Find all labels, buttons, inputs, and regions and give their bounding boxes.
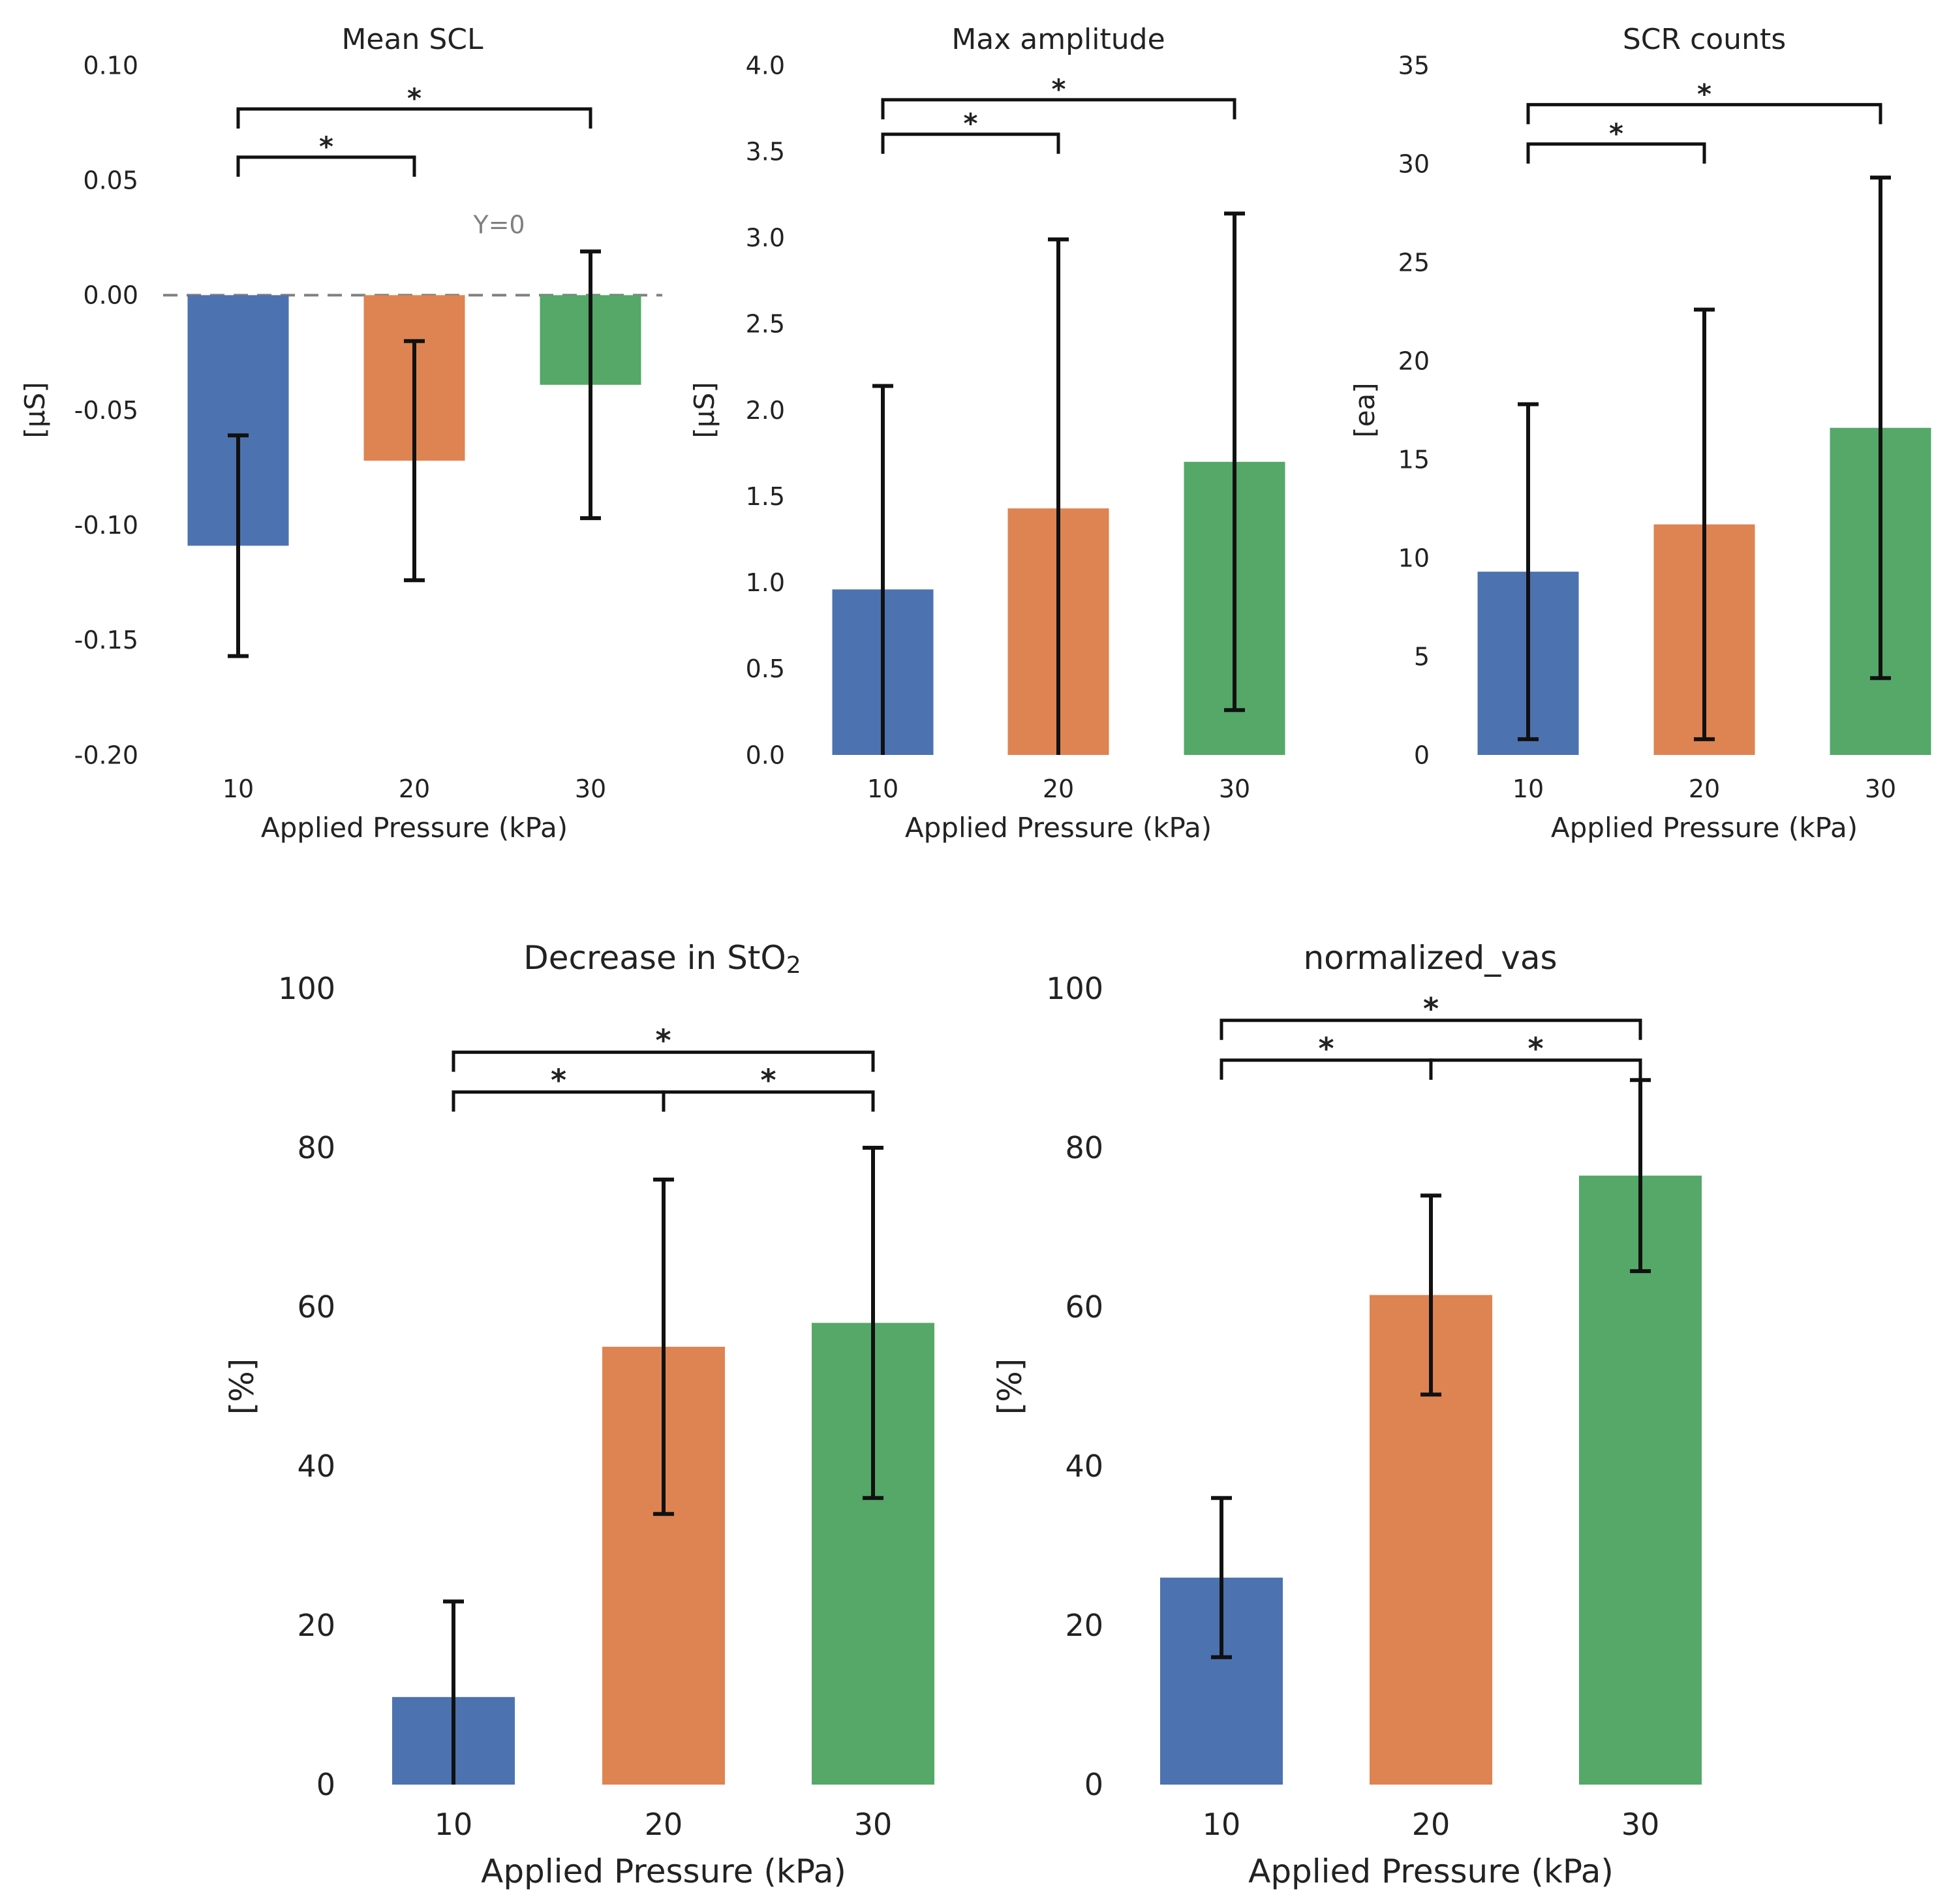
y-tick-label: 2.0 xyxy=(746,396,785,425)
x-tick-label: 20 xyxy=(1412,1807,1450,1842)
y-tick-label: 3.0 xyxy=(746,224,785,253)
x-tick-label: 20 xyxy=(1689,775,1720,803)
significance-bracket xyxy=(452,1051,875,1072)
chart-title: Mean SCL xyxy=(341,23,483,56)
y-tick-label: -0.05 xyxy=(74,396,138,425)
x-tick-label: 20 xyxy=(399,775,430,803)
x-axis-label: Applied Pressure (kPa) xyxy=(1551,812,1858,844)
y-tick-label: 0 xyxy=(1414,741,1430,769)
x-tick-label: 10 xyxy=(435,1807,473,1842)
y-tick-label: 0.5 xyxy=(746,654,785,683)
x-tick-label: 10 xyxy=(223,775,254,803)
significance-bracket xyxy=(881,98,1236,119)
x-axis-label: Applied Pressure (kPa) xyxy=(481,1852,846,1890)
significance-star: * xyxy=(655,1023,671,1058)
x-tick-label: 30 xyxy=(1865,775,1896,803)
significance-star: * xyxy=(1697,78,1711,110)
y-tick-label: 2.5 xyxy=(746,310,785,339)
significance-bracket xyxy=(1526,142,1706,164)
x-tick-label: 20 xyxy=(1043,775,1074,803)
y-tick-label: 80 xyxy=(297,1130,335,1165)
significance-star: * xyxy=(319,131,333,162)
significance-bracket xyxy=(881,132,1060,154)
significance-star: * xyxy=(551,1063,566,1098)
significance-star: * xyxy=(1609,117,1623,149)
y-tick-label: 100 xyxy=(278,971,335,1006)
x-tick-label: 10 xyxy=(1512,775,1544,803)
x-axis-label: Applied Pressure (kPa) xyxy=(261,812,568,844)
y-tick-label: 40 xyxy=(1065,1449,1103,1484)
y-tick-label: 10 xyxy=(1398,544,1430,572)
y-tick-label: 20 xyxy=(1065,1608,1103,1643)
chart-title: SCR counts xyxy=(1623,23,1786,56)
y-tick-label: 0.00 xyxy=(83,281,138,310)
bar xyxy=(1579,1175,1702,1785)
significance-star: * xyxy=(760,1063,776,1098)
zero-line-label: Y=0 xyxy=(472,210,525,239)
significance-bracket xyxy=(236,107,592,129)
y-tick-label: 0 xyxy=(316,1767,335,1802)
significance-star: * xyxy=(1052,73,1066,105)
significance-star: * xyxy=(1318,1031,1334,1066)
chart-title: Decrease in StO2 xyxy=(523,939,801,979)
x-axis-label: Applied Pressure (kPa) xyxy=(1248,1852,1614,1890)
y-tick-label: 0.10 xyxy=(83,51,138,80)
x-tick-label: 30 xyxy=(1621,1807,1660,1842)
significance-bracket xyxy=(1429,1058,1642,1080)
x-tick-label: 30 xyxy=(1219,775,1250,803)
y-tick-label: 30 xyxy=(1398,149,1430,178)
significance-bracket xyxy=(662,1090,875,1112)
y-tick-label: 100 xyxy=(1046,971,1103,1006)
chart-title: Max amplitude xyxy=(951,23,1165,56)
y-tick-label: 80 xyxy=(1065,1130,1103,1165)
x-tick-label: 30 xyxy=(575,775,606,803)
y-axis-label: [%] xyxy=(223,1359,261,1415)
y-tick-label: 5 xyxy=(1414,642,1430,671)
x-tick-label: 10 xyxy=(1203,1807,1241,1842)
y-axis-label: [%] xyxy=(991,1359,1029,1415)
significance-bracket xyxy=(1526,102,1882,125)
y-tick-label: 1.0 xyxy=(746,568,785,597)
x-tick-label: 10 xyxy=(867,775,898,803)
y-tick-label: 15 xyxy=(1398,445,1430,474)
x-tick-label: 30 xyxy=(854,1807,893,1842)
significance-star: * xyxy=(407,82,422,114)
y-tick-label: 25 xyxy=(1398,248,1430,277)
y-tick-label: 20 xyxy=(297,1608,335,1643)
y-tick-label: 3.5 xyxy=(746,137,785,166)
y-tick-label: 35 xyxy=(1398,51,1430,80)
significance-star: * xyxy=(964,108,978,140)
significance-star: * xyxy=(1423,991,1439,1026)
x-tick-label: 20 xyxy=(645,1807,683,1842)
y-tick-label: 60 xyxy=(297,1289,335,1325)
y-tick-label: 40 xyxy=(297,1449,335,1484)
panel-decrease_sto2: Decrease in StO2 0 20 40 60 80 100 [%] * * * 10 20 30… xyxy=(223,939,934,1890)
significance-bracket xyxy=(236,155,416,177)
y-tick-label: -0.10 xyxy=(74,511,138,540)
significance-bracket xyxy=(1220,1019,1642,1040)
x-axis-label: Applied Pressure (kPa) xyxy=(905,812,1212,844)
y-tick-label: 0.0 xyxy=(746,741,785,769)
y-axis-label: [μS] xyxy=(688,382,720,438)
y-axis-label: [μS] xyxy=(19,382,51,438)
y-tick-label: 60 xyxy=(1065,1289,1103,1325)
significance-star: * xyxy=(1527,1031,1543,1066)
y-tick-label: 20 xyxy=(1398,346,1430,375)
panel-normalized_vas: normalized_vas 0 20 40 60 80 100 [%] * * * 10 20 30Ap… xyxy=(991,939,1702,1890)
y-tick-label: 1.5 xyxy=(746,482,785,511)
y-tick-label: -0.15 xyxy=(74,626,138,654)
chart-title-subscript: 2 xyxy=(786,952,801,979)
y-tick-label: 4.0 xyxy=(746,51,785,80)
y-tick-label: 0.05 xyxy=(83,166,138,194)
y-tick-label: 0 xyxy=(1084,1767,1103,1802)
chart-title: normalized_vas xyxy=(1303,939,1557,977)
y-axis-label: [ea] xyxy=(1349,382,1381,437)
y-tick-label: -0.20 xyxy=(74,741,138,769)
panel-max_amplitude: Max amplitude 0.0 0.5 1.0 1.5 2.0 2.5 3.0 3.5 4.0… xyxy=(688,23,1285,844)
panel-mean_scl: Mean SCL -0.20 -0.15 -0.10 -0.05 0.00 0.05 0.10… xyxy=(19,23,662,844)
